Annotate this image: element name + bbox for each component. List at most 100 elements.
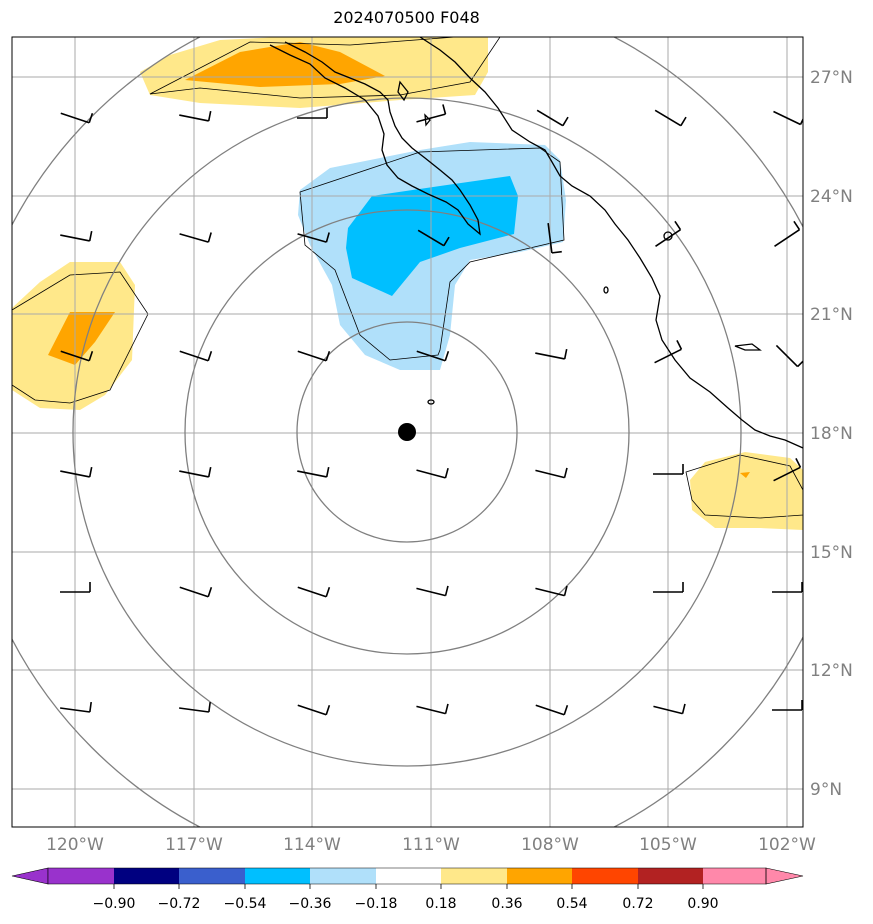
wind-barb (179, 114, 209, 122)
wind-barb (60, 112, 90, 124)
wind-barb-flag (208, 701, 211, 713)
wind-barb (774, 229, 800, 247)
wind-barb-flag (797, 360, 803, 368)
wind-barb-flag (325, 587, 331, 597)
colorbar-bin (507, 868, 572, 884)
coastline (269, 37, 803, 449)
lat-label: 18°N (810, 424, 853, 444)
wind-barb-flag (88, 230, 93, 242)
wind-barb-flag (444, 585, 449, 596)
wind-barb-flag (551, 250, 562, 254)
lon-label: 108°W (521, 835, 579, 855)
wind-barb-flag (325, 466, 330, 478)
wind-barb-flag (207, 587, 213, 597)
colorbar-tick-label: 0.36 (491, 896, 522, 912)
positive-anomaly-east-core (740, 472, 750, 478)
wind-barb-flag (676, 339, 683, 350)
wind-barb-flag (563, 585, 568, 596)
colorbar-tick-label: −0.18 (355, 896, 398, 912)
wind-barb-flag (562, 116, 569, 127)
wind-barb-flag (207, 351, 213, 361)
wind-barb (179, 707, 209, 713)
wind-barb (416, 587, 446, 597)
storm-center-marker (398, 423, 416, 441)
colorbar-bin (48, 868, 114, 884)
lon-label: 114°W (283, 835, 341, 855)
anomaly-shading (12, 37, 803, 530)
wind-barb-flag (207, 232, 212, 243)
wind-barb-flag (89, 701, 92, 713)
wind-barb (60, 707, 90, 713)
wind-barb (535, 704, 565, 716)
wind-barb-flag (444, 703, 449, 714)
map-title: 2024070500 F048 (333, 8, 480, 27)
colorbar-tick-label: 0.18 (425, 896, 456, 912)
colorbar-tick-label: −0.36 (289, 896, 332, 912)
positive-anomaly-east (690, 452, 803, 530)
colorbar-bin (114, 868, 179, 884)
wind-barbs (60, 104, 803, 716)
wind-barb (179, 470, 209, 478)
colorbar-tick-label: 0.72 (622, 896, 653, 912)
colorbar-bin (638, 868, 703, 884)
wind-barb (775, 344, 799, 368)
wind-barb (536, 109, 564, 127)
lat-label: 9°N (810, 780, 842, 800)
wind-barb (297, 233, 327, 243)
wind-barb (416, 705, 446, 715)
colorbar-bin (703, 868, 766, 884)
lon-label: 111°W (402, 835, 460, 855)
positive-anomaly-north-core (185, 42, 385, 87)
colorbar-tick-label: −0.54 (224, 896, 267, 912)
wind-barb (60, 350, 90, 362)
wind-barb (60, 470, 90, 478)
wind-barb-flag (325, 232, 330, 243)
colorbar-tick-label: −0.90 (93, 896, 136, 912)
wind-barb-flag (207, 110, 212, 122)
graticule (12, 37, 803, 827)
range-rings (12, 37, 803, 827)
wind-barb (297, 470, 327, 478)
wind-barb (416, 469, 446, 479)
wind-barb (535, 587, 565, 597)
lat-label: 27°N (810, 68, 853, 88)
lat-label: 15°N (810, 543, 853, 563)
wind-barb-flag (674, 220, 682, 231)
wind-barb-flag (325, 705, 331, 715)
wind-barb (179, 233, 209, 243)
lat-label: 24°N (810, 187, 853, 207)
wind-barb-flag (795, 457, 802, 468)
lat-label: 12°N (810, 661, 853, 681)
wind-barb (179, 586, 209, 598)
wind-barb (417, 229, 445, 247)
colorbar-bin (245, 868, 310, 884)
wind-barb-flag (88, 351, 94, 361)
colorbar: −0.90 −0.72 −0.54 −0.36 −0.18 0.18 0.36 … (11, 867, 804, 912)
lon-label: 117°W (165, 835, 223, 855)
wind-barb (297, 704, 327, 716)
wind-barb (547, 223, 553, 253)
lon-label: 105°W (639, 835, 697, 855)
wind-barb-flag (444, 467, 449, 479)
wind-barb-flag (793, 220, 801, 231)
wind-barb-flag (681, 703, 686, 714)
wind-barb-flag (207, 466, 212, 478)
wind-barb-flag (680, 116, 687, 127)
wind-barb (654, 109, 682, 127)
colorbar-bin (441, 868, 507, 884)
colorbar-bin (376, 868, 441, 884)
negative-anomaly-north-core (346, 176, 518, 296)
colorbar-bin (572, 868, 638, 884)
wind-barb (654, 348, 682, 364)
lon-label: 120°W (46, 835, 104, 855)
wind-barb (416, 113, 446, 123)
wind-barb-flag (444, 351, 450, 361)
wind-barb-flag (443, 236, 450, 247)
colorbar-tick-label: 0.90 (687, 896, 718, 912)
colorbar-extend-low (11, 867, 49, 885)
colorbar-bin (179, 868, 245, 884)
wind-barb (535, 469, 565, 479)
wind-barb (179, 350, 209, 362)
wind-barb-flag (88, 466, 93, 478)
